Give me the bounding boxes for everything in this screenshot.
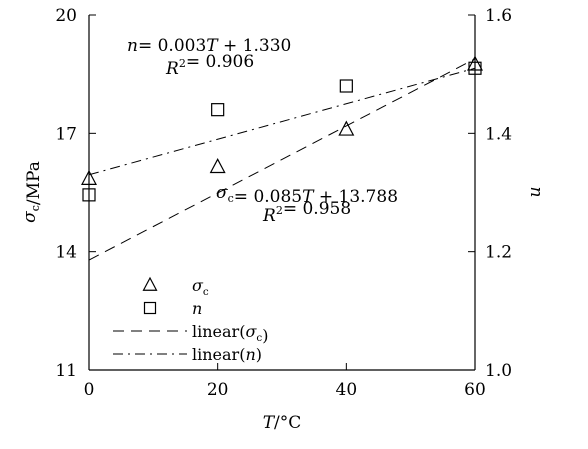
y-left-tick-label: 20 <box>55 6 77 26</box>
axis-titles: T/°C σc/MPa n <box>20 161 546 433</box>
fit-line-n <box>88 67 476 176</box>
y-right-tick-label: 1.2 <box>485 243 512 263</box>
sigma-fit-equation: σc= 0.085T + 13.788 <box>216 183 398 207</box>
square-marker <box>82 188 96 202</box>
fit-lines <box>88 58 476 261</box>
x-tick-label: 40 <box>336 380 358 400</box>
square-marker <box>468 61 482 75</box>
y-right-axis-title: n <box>526 187 546 198</box>
n-fit-equation: n= 0.003T + 1.330 <box>127 36 291 56</box>
legend-label: σc <box>192 276 209 298</box>
legend-label: linear(σc) <box>192 322 268 345</box>
fit-line-sigma <box>88 58 476 261</box>
y-right-tick-label: 1.0 <box>485 361 512 381</box>
legend-label: n <box>192 299 202 318</box>
legend-square-symbol <box>143 301 157 315</box>
triangle-marker <box>209 158 226 174</box>
y-left-axis-title: σc/MPa <box>20 161 44 223</box>
square-marker <box>211 103 225 117</box>
y-right-tick-label: 1.4 <box>485 124 512 144</box>
axis-ticks <box>88 14 476 371</box>
legend-label: linear(n) <box>192 345 262 364</box>
n-fit-r2: R2= 0.906 <box>165 52 254 79</box>
data-markers <box>81 55 483 202</box>
x-tick-label: 60 <box>464 380 486 400</box>
y-left-tick-label: 17 <box>55 124 77 144</box>
tick-labels: 0 20 40 60 11 14 17 20 1.0 1.2 1.4 1.6 <box>55 6 512 400</box>
x-tick-label: 0 <box>84 380 95 400</box>
sigma-fit-r2: R2= 0.958 <box>262 199 351 226</box>
legend: σcn linear(σc)linear(n) <box>113 276 268 364</box>
x-tick-label: 20 <box>207 380 229 400</box>
triangle-marker <box>81 169 97 185</box>
legend-triangle-symbol <box>142 276 158 291</box>
square-marker <box>339 79 353 93</box>
y-right-tick-label: 1.6 <box>485 6 512 26</box>
y-left-tick-label: 11 <box>55 361 77 381</box>
y-left-tick-label: 14 <box>55 243 77 263</box>
triangle-marker <box>467 55 483 71</box>
x-axis-title: T/°C <box>263 413 302 433</box>
triangle-marker <box>338 120 355 136</box>
